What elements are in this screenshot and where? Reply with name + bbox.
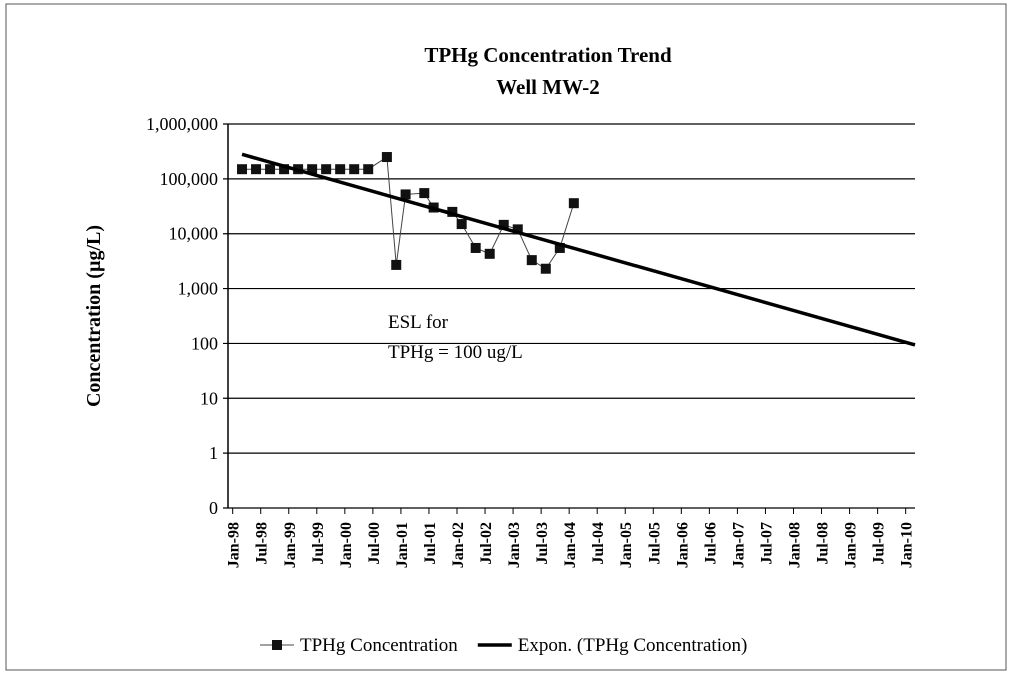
data-marker xyxy=(526,255,537,266)
data-marker xyxy=(307,164,318,175)
x-tick-label: Jul-00 xyxy=(366,522,383,565)
y-tick-label: 1,000 xyxy=(178,279,219,299)
data-marker xyxy=(554,242,565,253)
series-line xyxy=(242,156,575,270)
y-tick-label: 1 xyxy=(209,443,218,463)
data-marker xyxy=(470,242,481,253)
x-tick-label: Jul-04 xyxy=(590,522,607,565)
x-tick-label: Jul-98 xyxy=(254,522,271,565)
legend-label: Expon. (TPHg Concentration) xyxy=(518,635,748,656)
data-marker xyxy=(391,259,402,270)
data-marker xyxy=(237,164,248,175)
y-axis-label: Concentration (µg/L) xyxy=(83,225,105,407)
x-tick-label: Jan-99 xyxy=(282,522,299,568)
data-marker xyxy=(568,198,579,209)
x-tick-label: Jan-09 xyxy=(843,522,860,568)
legend-label: TPHg Concentration xyxy=(300,635,458,656)
y-tick-label: 100,000 xyxy=(160,169,219,189)
data-marker xyxy=(335,164,346,175)
x-tick-label: Jan-03 xyxy=(506,522,523,568)
data-marker xyxy=(279,164,290,175)
legend-marker xyxy=(272,640,282,650)
x-tick-label: Jan-05 xyxy=(618,522,635,568)
data-marker xyxy=(498,219,509,230)
x-tick-label: Jul-02 xyxy=(478,522,495,565)
data-marker xyxy=(321,164,332,175)
chart-title: TPHg Concentration Trend xyxy=(424,43,672,67)
data-marker xyxy=(251,164,262,175)
x-tick-label: Jul-03 xyxy=(534,522,551,565)
x-tick-label: Jul-09 xyxy=(871,522,888,565)
x-tick-label: Jul-01 xyxy=(422,522,439,565)
data-marker xyxy=(363,164,374,175)
x-tick-label: Jul-06 xyxy=(702,522,719,565)
x-tick-label: Jan-07 xyxy=(730,522,747,568)
data-marker xyxy=(512,224,523,235)
y-tick-label: 1,000,000 xyxy=(146,114,218,134)
data-marker xyxy=(381,152,392,163)
x-tick-label: Jan-98 xyxy=(226,522,243,568)
x-tick-label: Jul-99 xyxy=(310,522,327,565)
x-tick-label: Jul-07 xyxy=(758,522,775,565)
data-marker xyxy=(540,263,551,274)
x-tick-label: Jul-05 xyxy=(646,522,663,565)
series-line xyxy=(241,152,916,347)
x-tick-label: Jan-00 xyxy=(338,522,355,568)
x-tick-label: Jan-04 xyxy=(562,522,579,568)
y-tick-label: 10,000 xyxy=(169,224,219,244)
data-marker xyxy=(456,219,467,230)
data-marker xyxy=(484,248,495,259)
y-tick-label: 10 xyxy=(200,388,218,408)
y-tick-label: 100 xyxy=(191,333,218,353)
x-tick-label: Jan-08 xyxy=(786,522,803,568)
x-tick-label: Jan-06 xyxy=(674,522,691,568)
x-tick-label: Jul-08 xyxy=(815,522,832,565)
x-tick-label: Jan-02 xyxy=(450,522,467,568)
annotation: TPHg = 100 ug/L xyxy=(388,342,523,363)
data-marker xyxy=(265,164,276,175)
x-tick-label: Jan-10 xyxy=(899,522,916,568)
data-marker xyxy=(400,189,411,200)
annotation: ESL for xyxy=(388,312,449,333)
chart-subtitle: Well MW-2 xyxy=(496,75,600,99)
y-tick-label: 0 xyxy=(209,498,218,518)
data-marker xyxy=(349,164,360,175)
data-marker xyxy=(419,188,430,199)
data-marker xyxy=(447,206,458,217)
x-tick-label: Jan-01 xyxy=(394,522,411,568)
chart-frame xyxy=(5,3,1007,671)
